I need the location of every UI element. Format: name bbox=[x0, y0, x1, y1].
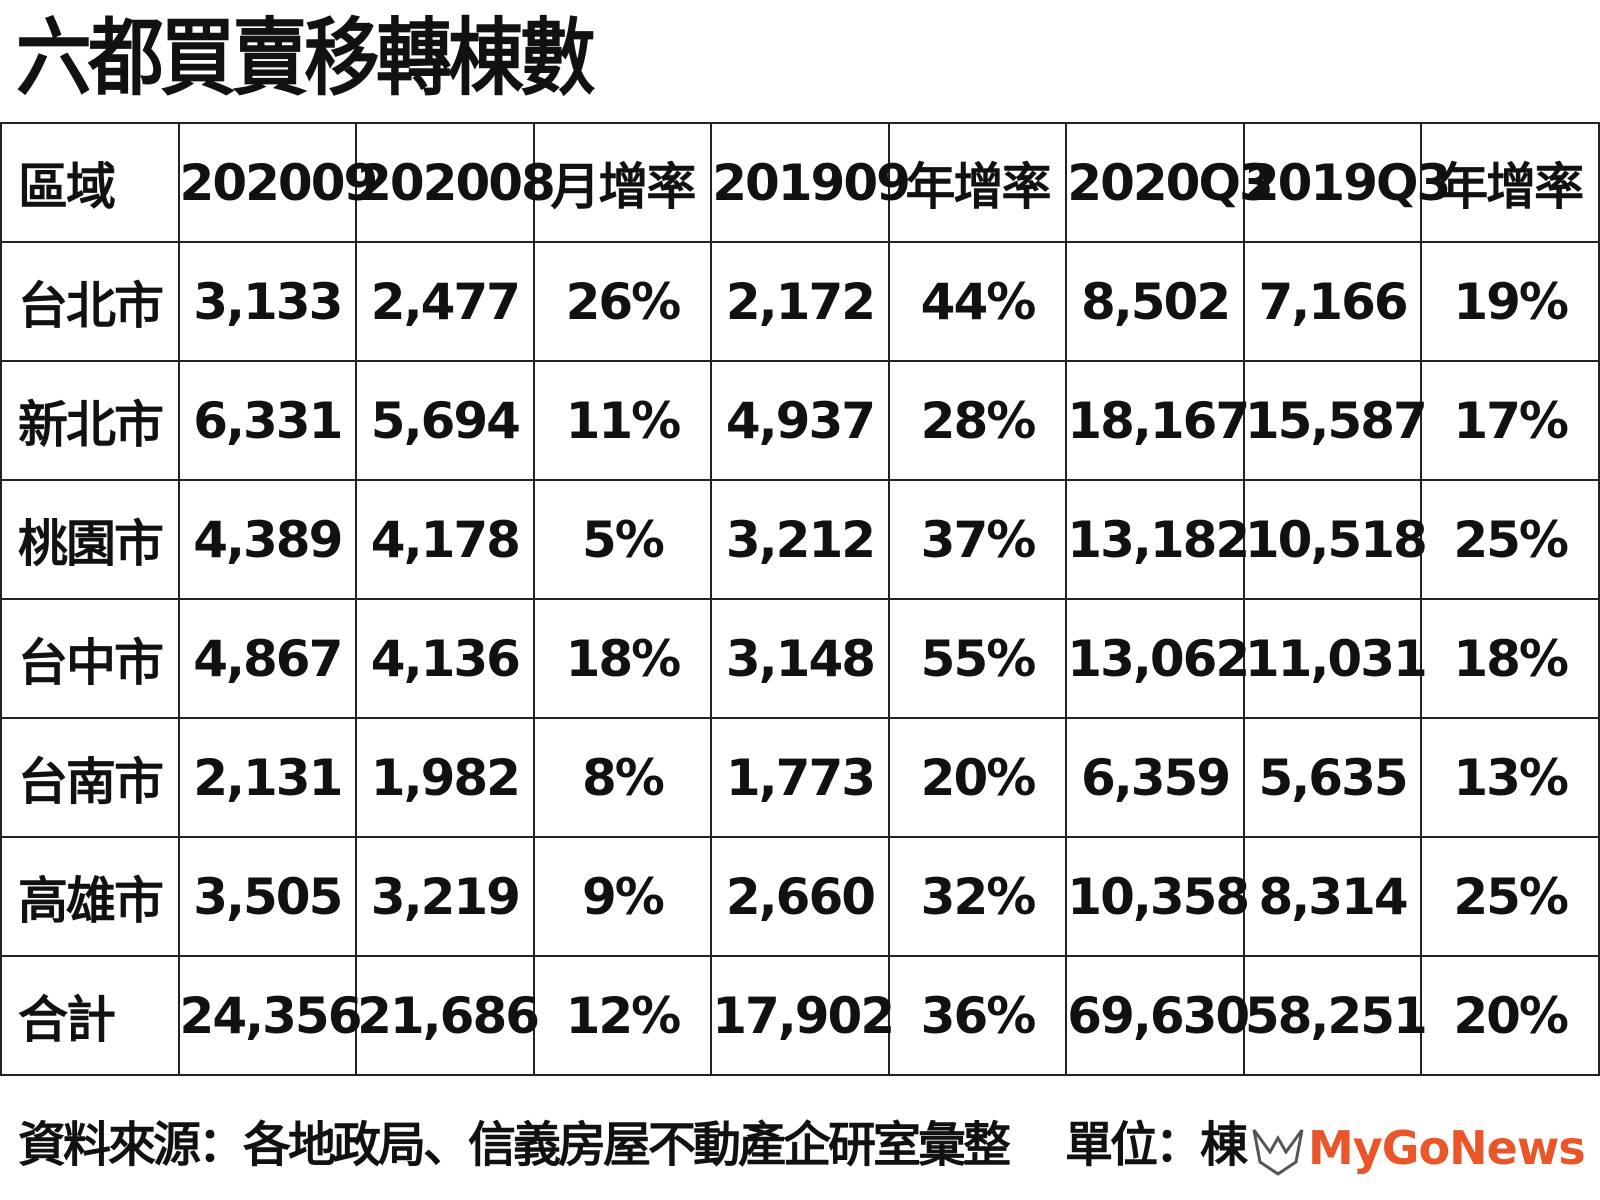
cell: 4,389 bbox=[177, 479, 358, 600]
cell: 25% bbox=[1420, 836, 1600, 957]
cell: 10,518 bbox=[1242, 479, 1428, 600]
cell: 5% bbox=[532, 479, 713, 600]
cell: 18,167 bbox=[1065, 360, 1250, 481]
cell: 5,694 bbox=[355, 360, 535, 481]
cell: 2019Q3 bbox=[1242, 122, 1451, 243]
cell: 13,062 bbox=[1065, 598, 1250, 719]
data-row: 台南市 2,131 1,982 8% 1,773 20% 6,359 5,635 13% bbox=[0, 717, 1600, 838]
cell: 69,630 bbox=[1065, 955, 1250, 1076]
row-label: 台南市 bbox=[0, 717, 180, 838]
cell: 2,172 bbox=[710, 241, 890, 362]
cell: 8,314 bbox=[1242, 836, 1423, 957]
cell: 2,660 bbox=[710, 836, 890, 957]
logo-icon bbox=[1252, 1129, 1304, 1176]
cell: 19% bbox=[1420, 241, 1600, 362]
cell: 4,937 bbox=[710, 360, 890, 481]
cell: 26% bbox=[532, 241, 713, 362]
data-row: 高雄市 3,505 3,219 9% 2,660 32% 10,358 8,314 25% bbox=[0, 836, 1600, 957]
cell: 4,178 bbox=[355, 479, 535, 600]
table-body: 區域 202009 202008 月增率 201909 年增率 2020Q3 2019Q3 年增… bbox=[0, 122, 1600, 1076]
cell: 1,773 bbox=[710, 717, 890, 838]
logo-text: MyGoNews bbox=[1308, 1121, 1586, 1175]
row-label: 高雄市 bbox=[0, 836, 180, 957]
cell: 1,982 bbox=[355, 717, 535, 838]
row-label: 台北市 bbox=[0, 241, 180, 362]
cell: 12% bbox=[532, 955, 713, 1076]
cell: 13% bbox=[1420, 717, 1600, 838]
header-row: 區域 202009 202008 月增率 201909 年增率 2020Q3 2019Q3 年增… bbox=[0, 122, 1600, 243]
cell: 3,133 bbox=[177, 241, 358, 362]
row-label: 新北市 bbox=[0, 360, 180, 481]
data-row: 台北市 3,133 2,477 26% 2,172 44% 8,502 7,166 19% bbox=[0, 241, 1600, 362]
cell: 37% bbox=[887, 479, 1068, 600]
cell: 24,356 bbox=[177, 955, 362, 1076]
data-row: 新北市 6,331 5,694 11% 4,937 28% 18,167 15,587 17% bbox=[0, 360, 1600, 481]
cell: 2,477 bbox=[355, 241, 535, 362]
cell: 11,031 bbox=[1242, 598, 1428, 719]
cell: 201909 bbox=[710, 122, 911, 243]
cell: 58,251 bbox=[1242, 955, 1428, 1076]
cell: 55% bbox=[887, 598, 1068, 719]
cell: 21,686 bbox=[355, 955, 540, 1076]
cell: 44% bbox=[887, 241, 1068, 362]
cell: 11% bbox=[532, 360, 713, 481]
cell: 4,136 bbox=[355, 598, 535, 719]
cell: 20% bbox=[1420, 955, 1600, 1076]
cell: 25% bbox=[1420, 479, 1600, 600]
cell: 7,166 bbox=[1242, 241, 1423, 362]
cell: 8,502 bbox=[1065, 241, 1245, 362]
cell: 6,359 bbox=[1065, 717, 1245, 838]
cell: 15,587 bbox=[1242, 360, 1428, 481]
cell: 8% bbox=[532, 717, 713, 838]
cell: 17,902 bbox=[710, 955, 895, 1076]
cell: 202009 bbox=[177, 122, 378, 243]
row-label: 區域 bbox=[0, 122, 180, 243]
cell: 3,505 bbox=[177, 836, 358, 957]
unit-note: 單位：棟 bbox=[1065, 1117, 1248, 1173]
cell: 6,331 bbox=[177, 360, 358, 481]
logo-mark bbox=[1252, 1129, 1304, 1176]
data-table: 區域 202009 202008 月增率 201909 年增率 2020Q3 2019Q3 年增… bbox=[0, 122, 1600, 1076]
cell: 17% bbox=[1420, 360, 1600, 481]
cell: 3,219 bbox=[355, 836, 535, 957]
cell: 年增率 bbox=[887, 122, 1068, 243]
cell: 月增率 bbox=[532, 122, 713, 243]
cell: 20% bbox=[887, 717, 1068, 838]
cell: 3,212 bbox=[710, 479, 890, 600]
data-row: 桃園市 4,389 4,178 5% 3,212 37% 13,182 10,518 25% bbox=[0, 479, 1600, 600]
cell: 36% bbox=[887, 955, 1068, 1076]
source-note: 資料來源：各地政局、信義房屋不動產企研室彙整 bbox=[18, 1117, 1011, 1173]
cell: 5,635 bbox=[1242, 717, 1423, 838]
cell: 4,867 bbox=[177, 598, 358, 719]
cell: 18% bbox=[532, 598, 713, 719]
cell: 13,182 bbox=[1065, 479, 1250, 600]
title: 六都買賣移轉棟數 bbox=[16, 9, 596, 107]
cell: 18% bbox=[1420, 598, 1600, 719]
cell: 10,358 bbox=[1065, 836, 1250, 957]
cell: 32% bbox=[887, 836, 1068, 957]
row-label: 合計 bbox=[0, 955, 180, 1076]
cell: 2020Q3 bbox=[1065, 122, 1274, 243]
row-label: 桃園市 bbox=[0, 479, 180, 600]
cell: 2,131 bbox=[177, 717, 358, 838]
data-row: 合計 24,356 21,686 12% 17,902 36% 69,630 58,251 20… bbox=[0, 955, 1600, 1076]
data-row: 台中市 4,867 4,136 18% 3,148 55% 13,062 11,031 18% bbox=[0, 598, 1600, 719]
cell: 9% bbox=[532, 836, 713, 957]
cell: 3,148 bbox=[710, 598, 890, 719]
row-label: 台中市 bbox=[0, 598, 180, 719]
cell: 202008 bbox=[355, 122, 556, 243]
cell: 年增率 bbox=[1420, 122, 1600, 243]
cell: 28% bbox=[887, 360, 1068, 481]
